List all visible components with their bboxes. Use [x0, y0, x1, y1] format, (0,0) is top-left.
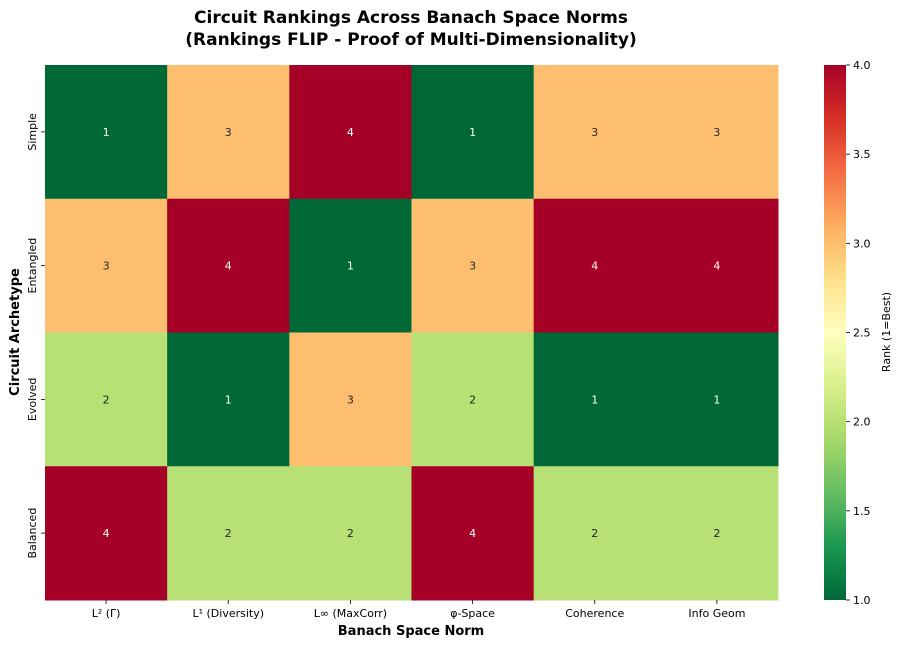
cell-value-label: 2 — [225, 527, 232, 540]
x-tick-label: L² (Γ) — [92, 607, 121, 620]
heatmap-cell — [289, 65, 412, 200]
cell-value-label: 1 — [469, 126, 476, 139]
heatmap-cell — [533, 198, 657, 333]
x-tick-label: Coherence — [565, 607, 624, 620]
heatmap-cell — [167, 65, 290, 200]
x-tick-label: φ-Space — [450, 607, 495, 620]
cell-value-label: 1 — [713, 393, 720, 406]
y-tick-label: Balanced — [26, 508, 39, 559]
cell-value-label: 3 — [713, 126, 720, 139]
colorbar-label: Rank (1=Best) — [880, 292, 893, 372]
heatmap-cell — [167, 332, 290, 467]
cell-value-label: 4 — [713, 260, 720, 273]
cell-value-label: 3 — [225, 126, 232, 139]
cell-value-label: 3 — [469, 260, 476, 273]
x-axis-label: Banach Space Norm — [338, 624, 484, 639]
cell-value-label: 1 — [225, 393, 232, 406]
cell-value-label: 3 — [347, 393, 354, 406]
y-tick-label: Evolved — [26, 378, 39, 422]
cell-value-label: 1 — [347, 260, 354, 273]
heatmap-cell — [167, 466, 290, 601]
colorbar-tick-label: 1.0 — [853, 594, 871, 607]
x-tick-label: L∞ (MaxCorr) — [314, 607, 387, 620]
x-tick-label: Info Geom — [688, 607, 745, 620]
chart-title-line-1: Circuit Rankings Across Banach Space Nor… — [194, 8, 628, 28]
heatmap-cell — [289, 466, 412, 601]
heatmap-cell — [45, 466, 168, 601]
cell-value-label: 2 — [103, 393, 110, 406]
cell-value-label: 2 — [713, 527, 720, 540]
colorbar-tick-label: 1.5 — [853, 505, 871, 518]
colorbar-tick-label: 2.5 — [853, 327, 871, 340]
heatmap-cell — [533, 65, 657, 200]
cell-value-label: 4 — [591, 260, 598, 273]
cell-value-label: 2 — [469, 393, 476, 406]
heatmap-cell — [655, 198, 779, 333]
heatmap-cell — [289, 332, 412, 467]
heatmap-cell — [45, 198, 168, 333]
heatmap-cell — [411, 466, 535, 601]
cell-value-label: 2 — [591, 527, 598, 540]
heatmap-cell — [289, 198, 412, 333]
heatmap-cell — [45, 332, 168, 467]
heatmap-cell — [411, 65, 535, 200]
colorbar-tick-label: 4.0 — [853, 59, 871, 72]
heatmap-cell — [167, 198, 290, 333]
heatmap-cells: 1 3 4 1 3 3 3 4 1 3 4 4 2 1 3 2 1 1 4 2 2 4 2 2 — [45, 65, 779, 601]
cell-value-label: 3 — [591, 126, 598, 139]
cell-value-label: 4 — [347, 126, 354, 139]
chart-title-line-2: (Rankings FLIP - Proof of Multi-Dimensio… — [185, 30, 636, 50]
cell-value-label: 1 — [591, 393, 598, 406]
cell-value-label: 1 — [103, 126, 110, 139]
colorbar-tick-label: 2.0 — [853, 416, 871, 429]
heatmap-cell — [655, 332, 779, 467]
heatmap-cell — [655, 466, 779, 601]
heatmap-cell — [533, 332, 657, 467]
heatmap-cell — [411, 332, 535, 467]
heatmap-cell — [533, 466, 657, 601]
cell-value-label: 2 — [347, 527, 354, 540]
heatmap-cell — [655, 65, 779, 200]
x-tick-labels: L² (Γ) L¹ (Diversity) L∞ (MaxCorr) φ-Space C… — [92, 600, 745, 620]
y-axis-label: Circuit Archetype — [8, 268, 23, 396]
y-tick-label: Simple — [26, 113, 39, 151]
heatmap-cell — [45, 65, 168, 200]
y-tick-labels: Simple Entangled Evolved Balanced — [26, 113, 45, 559]
colorbar — [824, 65, 846, 600]
cell-value-label: 4 — [103, 527, 110, 540]
colorbar-tick-label: 3.0 — [853, 237, 871, 250]
colorbar-tick-label: 3.5 — [853, 148, 871, 161]
cell-value-label: 4 — [469, 527, 476, 540]
x-tick-label: L¹ (Diversity) — [192, 607, 264, 620]
cell-value-label: 4 — [225, 260, 232, 273]
colorbar-ticks: 1.0 1.5 2.0 2.5 3.0 3.5 4.0 — [846, 59, 871, 607]
cell-value-label: 3 — [103, 260, 110, 273]
heatmap-cell — [411, 198, 535, 333]
y-tick-label: Entangled — [26, 238, 39, 294]
